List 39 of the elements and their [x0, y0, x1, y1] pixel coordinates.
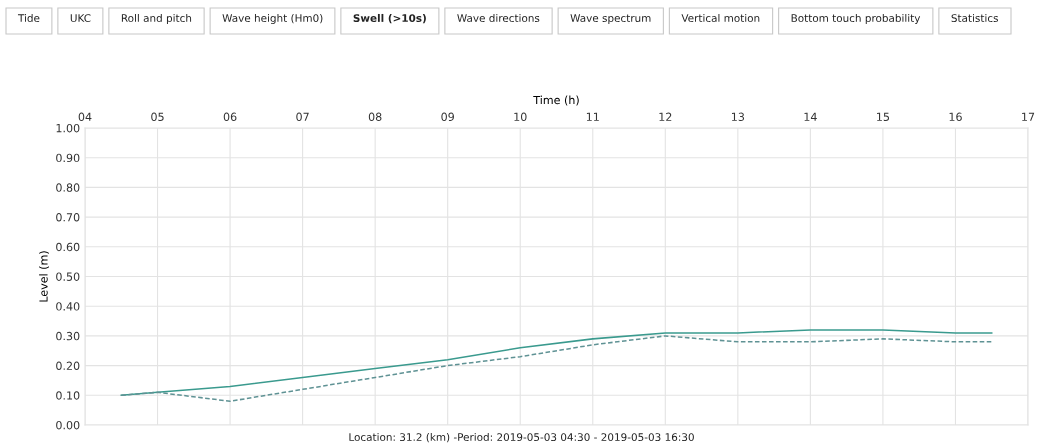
y-tick-label: 0.50: [56, 272, 80, 281]
text: Statistics: [951, 13, 998, 23]
x-axis-title: Time (h): [533, 95, 579, 106]
x-tick-label: 10: [514, 112, 527, 121]
text: Wave spectrum: [570, 14, 651, 25]
x-tick-label: 08: [368, 112, 382, 121]
y-tick-label: 0.40: [56, 302, 80, 311]
y-tick-label: 0.20: [56, 361, 80, 370]
x-tick-label: 15: [877, 112, 890, 121]
text: Wave height (Hm0): [222, 13, 323, 25]
text: Tide: [17, 13, 40, 23]
y-tick-label: 0.30: [56, 331, 80, 341]
text: Wave directions: [457, 13, 540, 23]
x-tick-label: 14: [804, 112, 817, 121]
x-tick-label: 06: [223, 112, 237, 121]
text: Location: 31.2 (km) -Period: 2019-05-03 04:30 - 2019-05-03 16:30: [349, 432, 694, 443]
y-tick-label: 0.90: [56, 153, 80, 163]
text: Vertical motion: [681, 13, 760, 23]
y-tick-label: 0.80: [56, 183, 80, 192]
y-axis-title: Level (m): [39, 251, 49, 302]
y-tick-label: 0.70: [56, 213, 80, 222]
x-tick-label: 16: [949, 112, 962, 121]
text: UKC: [70, 14, 91, 23]
x-tick-label: 12: [659, 112, 672, 121]
x-tick-label: 13: [732, 112, 745, 121]
x-tick-label: 05: [151, 112, 164, 121]
text: Bottom touch probability: [791, 13, 921, 25]
x-tick-label: 17: [1022, 112, 1035, 121]
x-tick-label: 04: [78, 112, 92, 121]
x-tick-label: 09: [441, 112, 454, 121]
y-tick-label: 0.00: [56, 420, 80, 430]
x-tick-label: 11: [586, 112, 599, 121]
y-tick-label: 1.00: [56, 123, 80, 133]
line-series: [120, 335, 993, 403]
y-tick-label: 0.10: [56, 391, 80, 400]
y-tick-label: 0.60: [56, 242, 80, 252]
x-tick-label: 07: [296, 112, 309, 121]
text: Roll and pitch: [121, 13, 192, 25]
text: Swell (>10s): [353, 13, 426, 24]
